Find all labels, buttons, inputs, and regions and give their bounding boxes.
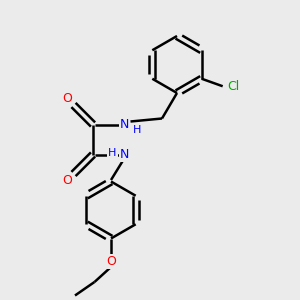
Text: O: O	[63, 174, 72, 187]
Text: H: H	[108, 148, 117, 158]
Text: Cl: Cl	[227, 80, 239, 93]
Text: O: O	[106, 255, 116, 268]
Text: N: N	[120, 148, 129, 161]
Text: O: O	[63, 92, 72, 105]
Text: H: H	[133, 125, 141, 135]
Text: N: N	[120, 118, 129, 131]
